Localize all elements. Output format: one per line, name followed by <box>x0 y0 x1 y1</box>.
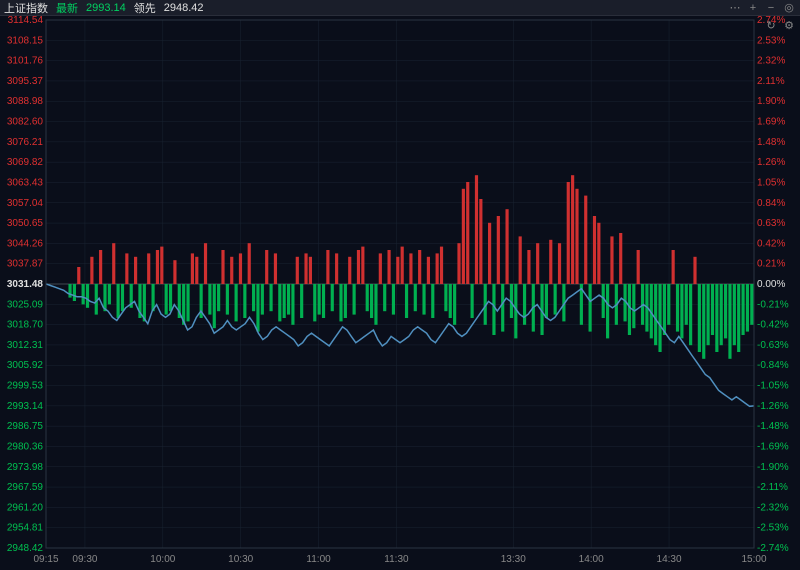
svg-text:-0.42%: -0.42% <box>757 320 789 331</box>
svg-text:2961.20: 2961.20 <box>7 502 44 513</box>
svg-text:3069.82: 3069.82 <box>7 157 44 168</box>
target-icon[interactable]: ◎ <box>782 1 796 15</box>
lead-value: 2948.42 <box>164 2 204 14</box>
svg-text:2967.59: 2967.59 <box>7 482 44 493</box>
svg-text:09:30: 09:30 <box>72 554 97 565</box>
plus-icon[interactable]: + <box>746 1 760 15</box>
index-name: 上证指数 <box>4 0 48 16</box>
svg-text:0.00%: 0.00% <box>757 279 785 290</box>
svg-text:3031.48: 3031.48 <box>7 279 44 290</box>
svg-text:1.48%: 1.48% <box>757 137 785 148</box>
svg-text:14:00: 14:00 <box>579 554 604 565</box>
svg-text:10:00: 10:00 <box>150 554 175 565</box>
svg-text:13:30: 13:30 <box>501 554 526 565</box>
svg-text:3063.43: 3063.43 <box>7 177 44 188</box>
svg-text:-1.26%: -1.26% <box>757 401 789 412</box>
svg-text:-2.74%: -2.74% <box>757 543 789 554</box>
svg-text:2980.36: 2980.36 <box>7 441 44 452</box>
svg-text:11:30: 11:30 <box>384 554 409 565</box>
svg-text:3095.37: 3095.37 <box>7 76 44 87</box>
header-icons: ⋯ + − ◎ <box>728 1 796 15</box>
lead-label: 领先 <box>134 0 156 16</box>
svg-text:3005.92: 3005.92 <box>7 360 44 371</box>
svg-text:3101.76: 3101.76 <box>7 56 44 67</box>
svg-text:-0.21%: -0.21% <box>757 299 789 310</box>
chart-header: 上证指数 最新 2993.14 领先 2948.42 ⋯ + − ◎ <box>0 0 800 16</box>
minus-icon[interactable]: − <box>764 1 778 15</box>
svg-text:-2.32%: -2.32% <box>757 502 789 513</box>
svg-text:-2.11%: -2.11% <box>757 482 788 493</box>
svg-text:3050.65: 3050.65 <box>7 218 44 229</box>
svg-text:-0.63%: -0.63% <box>757 340 789 351</box>
svg-text:1.05%: 1.05% <box>757 177 785 188</box>
svg-text:1.90%: 1.90% <box>757 96 785 107</box>
svg-text:3114.54: 3114.54 <box>8 16 44 26</box>
svg-text:-1.69%: -1.69% <box>757 441 789 452</box>
svg-text:3057.04: 3057.04 <box>7 198 44 209</box>
svg-text:11:00: 11:00 <box>306 554 331 565</box>
svg-text:0.42%: 0.42% <box>757 238 785 249</box>
svg-text:0.21%: 0.21% <box>757 259 785 270</box>
svg-text:2954.81: 2954.81 <box>7 523 44 534</box>
sub-icons: ↻ ⚙ <box>764 18 796 32</box>
svg-text:2.11%: 2.11% <box>757 76 785 87</box>
svg-text:15:00: 15:00 <box>741 554 766 565</box>
svg-text:3082.60: 3082.60 <box>7 117 44 128</box>
svg-text:2948.42: 2948.42 <box>7 543 44 554</box>
svg-text:-1.90%: -1.90% <box>757 462 789 473</box>
settings-icon[interactable]: ⚙ <box>782 18 796 32</box>
svg-text:3012.31: 3012.31 <box>7 340 44 351</box>
svg-text:-2.53%: -2.53% <box>757 523 789 534</box>
svg-text:-0.84%: -0.84% <box>757 360 789 371</box>
svg-text:09:15: 09:15 <box>33 554 58 565</box>
svg-text:-1.05%: -1.05% <box>757 381 789 392</box>
svg-text:3044.26: 3044.26 <box>7 238 44 249</box>
svg-text:2993.14: 2993.14 <box>7 401 44 412</box>
svg-text:1.26%: 1.26% <box>757 157 785 168</box>
options-icon[interactable]: ⋯ <box>728 1 742 15</box>
svg-text:1.69%: 1.69% <box>757 117 785 128</box>
svg-text:2999.53: 2999.53 <box>7 381 44 392</box>
chart-area[interactable]: 3114.54 3108.15 3101.76 3095.37 3088.98 3082.… <box>0 16 800 570</box>
svg-text:3018.70: 3018.70 <box>7 320 44 331</box>
svg-text:3025.09: 3025.09 <box>7 299 44 310</box>
svg-text:3037.87: 3037.87 <box>7 259 44 270</box>
svg-text:14:30: 14:30 <box>657 554 682 565</box>
svg-text:2973.98: 2973.98 <box>7 462 44 473</box>
latest-value: 2993.14 <box>86 2 126 14</box>
svg-text:-1.48%: -1.48% <box>757 421 789 432</box>
svg-text:2.32%: 2.32% <box>757 56 785 67</box>
latest-label: 最新 <box>56 0 78 16</box>
svg-text:3108.15: 3108.15 <box>7 35 44 46</box>
svg-text:0.84%: 0.84% <box>757 198 785 209</box>
svg-text:2986.75: 2986.75 <box>7 421 44 432</box>
svg-text:3088.98: 3088.98 <box>7 96 44 107</box>
svg-text:0.63%: 0.63% <box>757 218 785 229</box>
svg-text:10:30: 10:30 <box>228 554 253 565</box>
refresh-icon[interactable]: ↻ <box>764 18 778 32</box>
svg-text:2.53%: 2.53% <box>757 35 785 46</box>
svg-text:3076.21: 3076.21 <box>7 137 44 148</box>
